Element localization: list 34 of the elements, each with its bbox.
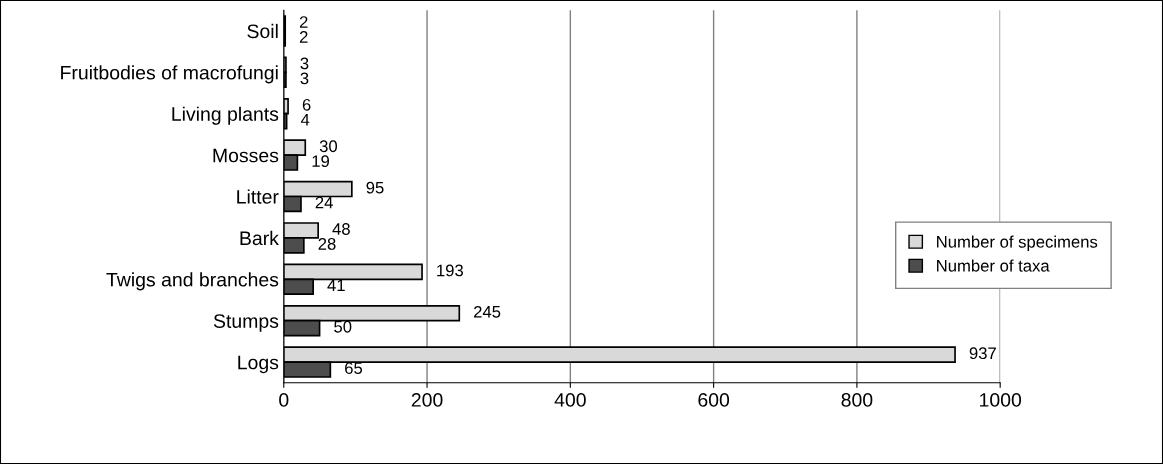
data-label: 48 [332,223,350,235]
x-tick-label: 600 [698,393,730,407]
legend-label: Number of specimens [937,235,1098,252]
data-label: 3 [300,72,309,85]
data-label: 30 [319,140,338,153]
y-tick-label: Twigs and branches [106,272,279,291]
data-label: 95 [366,181,384,194]
data-label: 6 [302,98,311,111]
data-label: 2 [299,31,308,43]
x-tick-label: 200 [411,393,443,407]
data-label: 937 [969,347,996,360]
data-label: 28 [318,238,336,250]
y-tick-label: Litter [237,189,279,204]
y-tick-label: Logs [238,355,279,374]
y-tick-label: Soil [247,23,278,39]
data-label: 245 [474,305,501,318]
y-tick-label: Stumps [213,314,279,332]
data-label: 50 [334,320,352,333]
x-tick-label: 400 [554,393,586,407]
x-tick-label: 0 [279,393,289,407]
data-label: 19 [312,155,330,168]
x-tick-label: 800 [841,393,873,407]
y-tick-label: Living plants [172,106,279,125]
legend-label: Number of taxa [937,259,1050,272]
y-tick-label: Fruitbodies of macrofungi [61,65,278,84]
data-label: 24 [315,196,333,209]
data-label: 3 [300,57,309,70]
data-label: 193 [437,264,463,277]
data-label: 4 [300,114,310,126]
y-tick-label: Mosses [213,148,279,163]
data-label: 2 [299,16,308,28]
data-label: 41 [327,279,345,292]
y-tick-label: Bark [240,230,279,246]
x-tick-label: 1000 [980,393,1022,407]
